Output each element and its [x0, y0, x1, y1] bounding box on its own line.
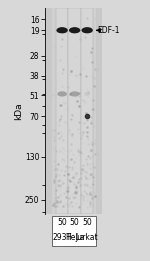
Bar: [56, 8, 68, 214]
Text: 50: 50: [82, 218, 92, 227]
Ellipse shape: [81, 27, 93, 33]
Ellipse shape: [84, 92, 90, 96]
Text: 50: 50: [70, 218, 80, 227]
Text: HeLa: HeLa: [65, 233, 84, 242]
Ellipse shape: [69, 27, 80, 33]
Bar: [81, 8, 93, 214]
Ellipse shape: [56, 27, 68, 33]
Bar: [52, 8, 96, 214]
FancyBboxPatch shape: [52, 216, 96, 246]
Bar: [68, 8, 81, 214]
Ellipse shape: [57, 91, 67, 97]
Text: 50: 50: [57, 218, 67, 227]
Y-axis label: kDa: kDa: [15, 102, 24, 120]
Text: Jurkat: Jurkat: [76, 233, 99, 242]
Ellipse shape: [70, 91, 80, 97]
Text: 293T: 293T: [52, 233, 72, 242]
Text: EDF-1: EDF-1: [98, 26, 120, 35]
